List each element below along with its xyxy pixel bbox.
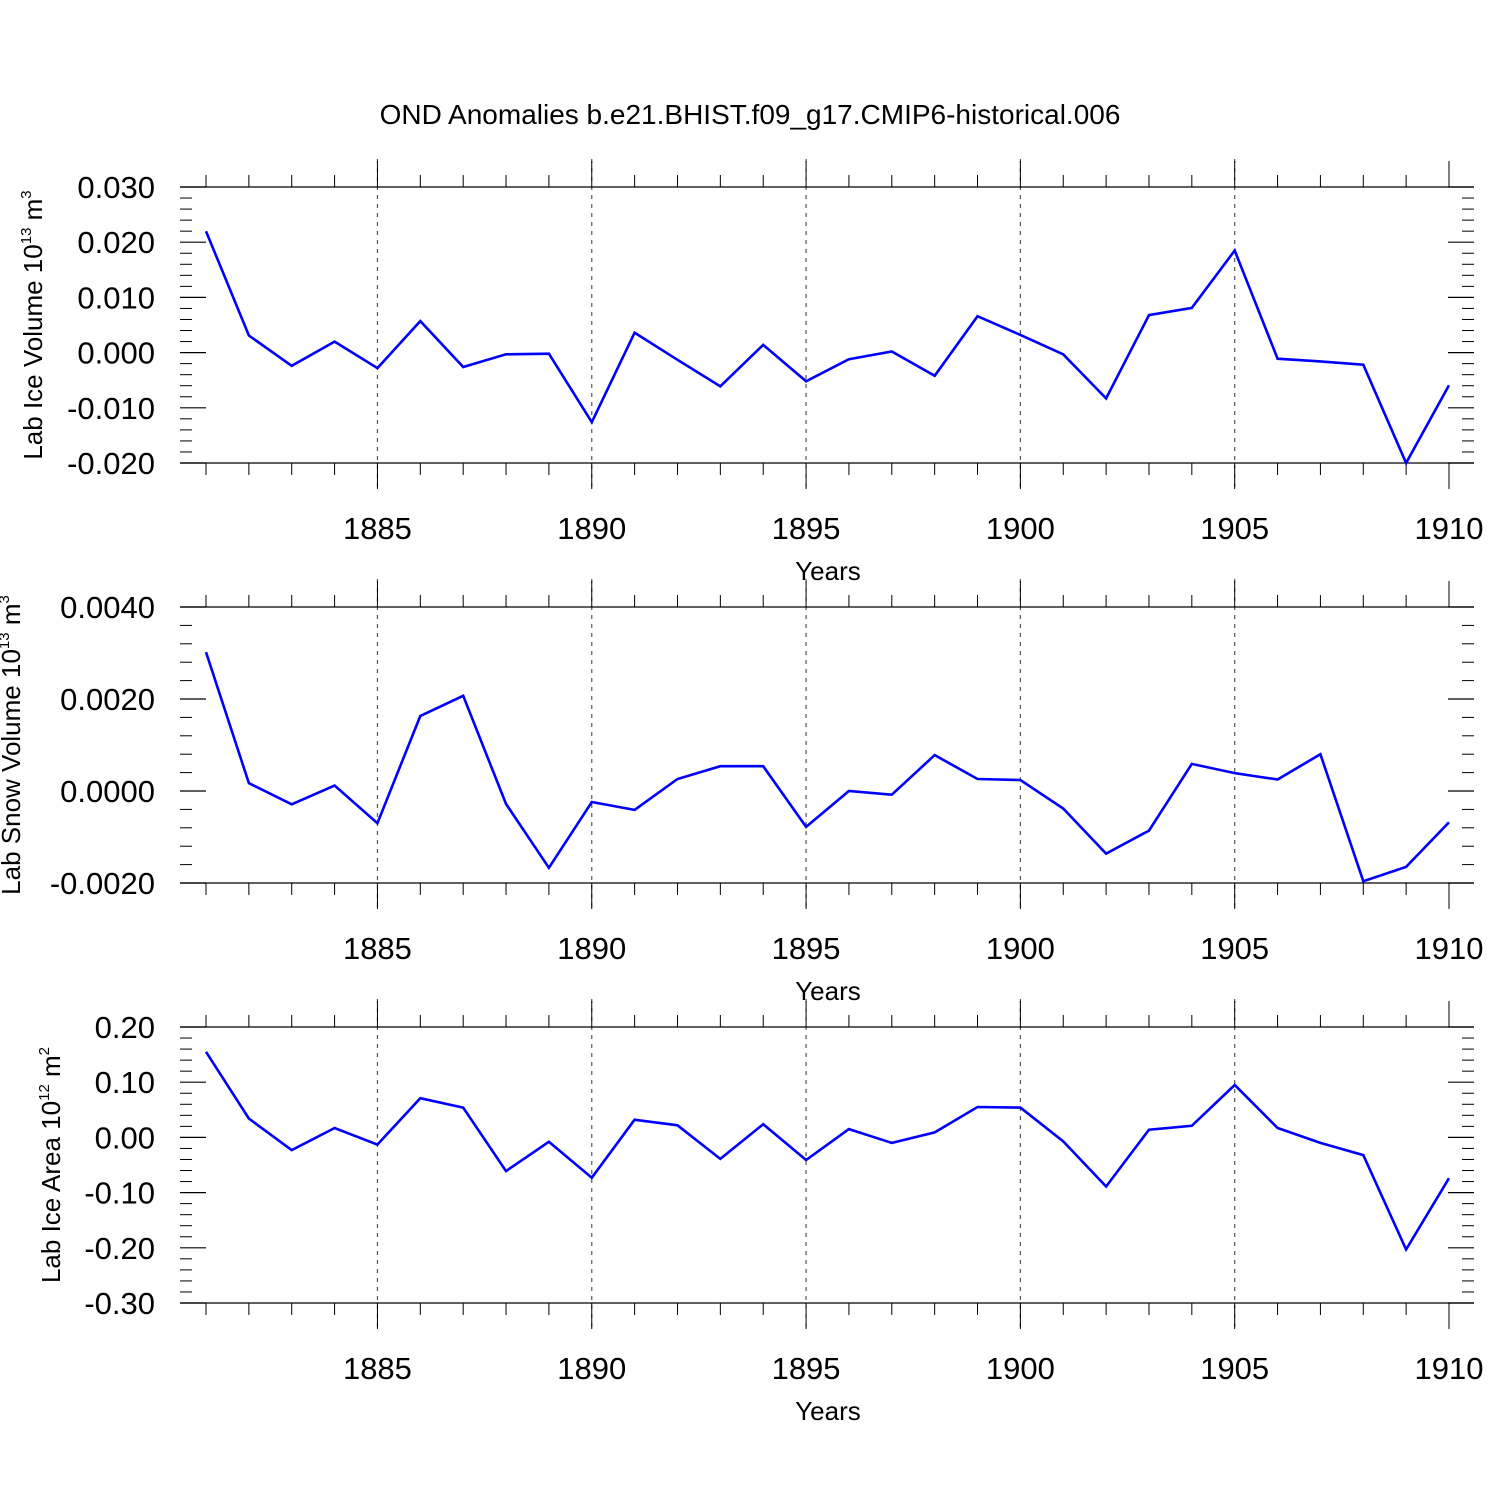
y-tick-label: 0.020 <box>77 225 155 260</box>
y-tick-label: -0.20 <box>84 1231 155 1266</box>
x-axis-label: Years <box>795 976 861 1006</box>
y-tick-label: 0.0040 <box>60 590 155 625</box>
panel-1: -0.020 -0.010 0.000 0.010 0.020 0.030 1885 1890… <box>18 159 1483 586</box>
y-axis-label: Lab Snow Volume 1013 m3 <box>0 595 26 895</box>
x-axis-label: Years <box>795 556 861 586</box>
x-tick-label: 1905 <box>1200 1351 1269 1386</box>
x-axis-label: Years <box>795 1396 861 1426</box>
y-axis-label: Lab Ice Volume 1013 m3 <box>18 190 48 459</box>
x-tick-label: 1910 <box>1415 511 1484 546</box>
x-tick-label: 1895 <box>772 1351 841 1386</box>
chart-title: OND Anomalies b.e21.BHIST.f09_g17.CMIP6-… <box>380 99 1121 130</box>
x-tick-label: 1885 <box>343 1351 412 1386</box>
y-tick-label: -0.010 <box>67 391 155 426</box>
y-tick-label: 0.030 <box>77 170 155 205</box>
y-tick-label: 0.10 <box>95 1065 155 1100</box>
x-tick-label: 1885 <box>343 931 412 966</box>
x-tick-label: 1890 <box>557 931 626 966</box>
y-tick-label: 0.0000 <box>60 774 155 809</box>
y-tick-label: -0.30 <box>84 1286 155 1321</box>
y-tick-label: 0.20 <box>95 1010 155 1045</box>
x-tick-label: 1910 <box>1415 1351 1484 1386</box>
y-tick-label: 0.0020 <box>60 682 155 717</box>
x-tick-label: 1905 <box>1200 931 1269 966</box>
y-tick-label: 0.010 <box>77 280 155 315</box>
x-tick-label: 1885 <box>343 511 412 546</box>
x-tick-label: 1900 <box>986 511 1055 546</box>
y-axis-label: Lab Ice Area 1012 m2 <box>36 1047 66 1283</box>
panel-3: -0.30 -0.20 -0.10 0.00 0.10 0.20 1885 1890 1895 1… <box>36 999 1483 1426</box>
series-line <box>204 651 1450 883</box>
x-tick-label: 1900 <box>986 931 1055 966</box>
y-tick-label: 0.000 <box>77 336 155 371</box>
x-tick-label: 1905 <box>1200 511 1269 546</box>
x-tick-label: 1890 <box>557 511 626 546</box>
x-tick-label: 1895 <box>772 931 841 966</box>
x-tick-label: 1895 <box>772 511 841 546</box>
x-tick-label: 1900 <box>986 1351 1055 1386</box>
x-tick-label: 1910 <box>1415 931 1484 966</box>
panels: -0.020 -0.010 0.000 0.010 0.020 0.030 1885 1890… <box>0 159 1483 1426</box>
x-tick-label: 1890 <box>557 1351 626 1386</box>
series-line <box>204 230 1451 466</box>
y-tick-label: -0.0020 <box>50 866 155 901</box>
y-tick-label: -0.10 <box>84 1176 155 1211</box>
y-tick-label: 0.00 <box>95 1120 155 1155</box>
series-line <box>204 1051 1451 1253</box>
y-tick-label: -0.020 <box>67 446 155 481</box>
panel-2: -0.0020 0.0000 0.0020 0.0040 1885 1890 1895 190… <box>0 579 1483 1006</box>
